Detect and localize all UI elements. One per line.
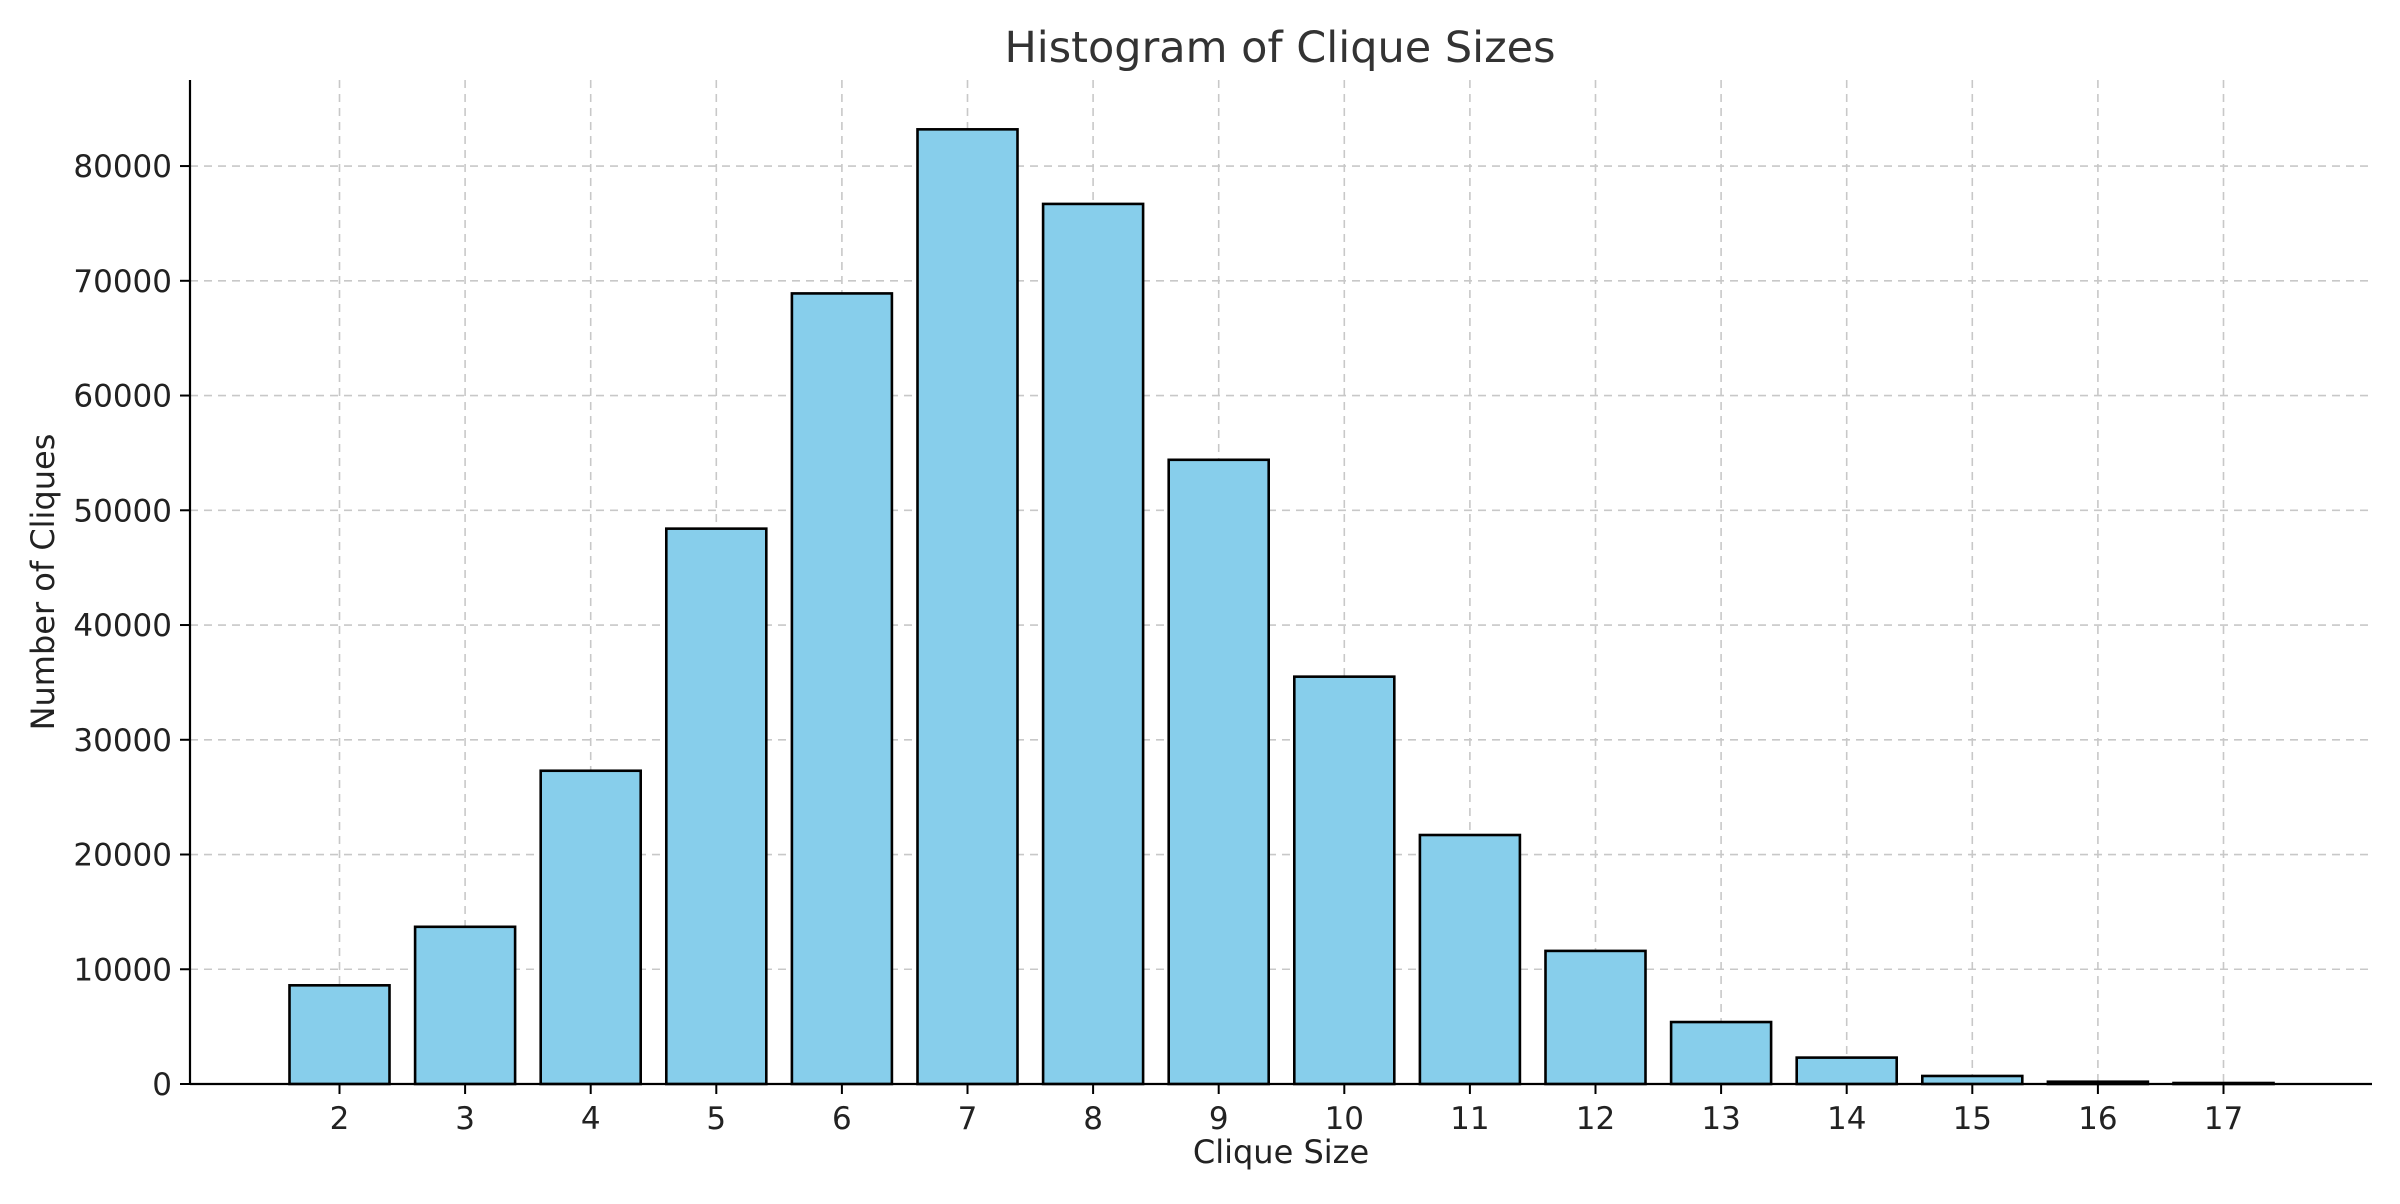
x-tick-label: 4 bbox=[581, 1101, 601, 1137]
x-tick-label: 9 bbox=[1209, 1101, 1229, 1137]
x-tick-label: 10 bbox=[1325, 1101, 1364, 1137]
x-tick-label: 5 bbox=[706, 1101, 726, 1137]
bar-clique-size-13 bbox=[1669, 1020, 1773, 1086]
bar-layer bbox=[288, 128, 2275, 1086]
chart-title: Histogram of Clique Sizes bbox=[1004, 23, 1555, 73]
x-tick-label: 11 bbox=[1450, 1101, 1489, 1137]
x-axis-label: Clique Size bbox=[1193, 1133, 1369, 1171]
x-tick-label: 15 bbox=[1953, 1101, 1992, 1137]
x-tick-label: 17 bbox=[2204, 1101, 2243, 1137]
bar-clique-size-6 bbox=[790, 292, 894, 1086]
x-tick-label: 12 bbox=[1576, 1101, 1615, 1137]
y-tick-label: 70000 bbox=[73, 264, 172, 300]
tick-layer: 0 10000 20000 30000 40000 50000 60000 70000 8000… bbox=[73, 149, 2243, 1137]
bar-clique-size-7 bbox=[916, 128, 1019, 1086]
y-tick-label: 0 bbox=[152, 1067, 172, 1103]
bar-clique-size-2 bbox=[288, 984, 391, 1086]
x-tick-label: 3 bbox=[455, 1101, 475, 1137]
y-tick-label: 60000 bbox=[73, 379, 172, 415]
y-tick-label: 50000 bbox=[73, 493, 172, 529]
bar-clique-size-14 bbox=[1795, 1056, 1898, 1086]
y-tick-label: 80000 bbox=[73, 149, 172, 185]
bar-clique-size-15 bbox=[1921, 1074, 2024, 1086]
x-tick-label: 13 bbox=[1701, 1101, 1740, 1137]
x-tick-label: 14 bbox=[1827, 1101, 1866, 1137]
bar-clique-size-3 bbox=[413, 925, 517, 1086]
y-tick-label: 40000 bbox=[73, 608, 172, 644]
bar-clique-size-4 bbox=[539, 769, 643, 1086]
x-tick-label: 6 bbox=[832, 1101, 852, 1137]
axis-layer bbox=[188, 80, 2372, 1086]
y-axis-label: Number of Cliques bbox=[24, 434, 62, 731]
x-tick-label: 7 bbox=[958, 1101, 978, 1137]
bar-clique-size-8 bbox=[1041, 202, 1145, 1086]
bar-clique-size-5 bbox=[664, 527, 768, 1086]
y-tick-label: 30000 bbox=[73, 723, 172, 759]
bar-clique-size-9 bbox=[1167, 458, 1270, 1086]
x-tick-label: 2 bbox=[330, 1101, 350, 1137]
y-tick-label: 10000 bbox=[73, 952, 172, 988]
bar-clique-size-12 bbox=[1544, 949, 1647, 1086]
grid-layer bbox=[190, 80, 2372, 1084]
x-tick-label: 8 bbox=[1083, 1101, 1103, 1137]
x-tick-label: 16 bbox=[2078, 1101, 2117, 1137]
bar-clique-size-10 bbox=[1293, 675, 1396, 1086]
bar-clique-size-11 bbox=[1418, 833, 1522, 1086]
y-tick-label: 20000 bbox=[73, 838, 172, 874]
